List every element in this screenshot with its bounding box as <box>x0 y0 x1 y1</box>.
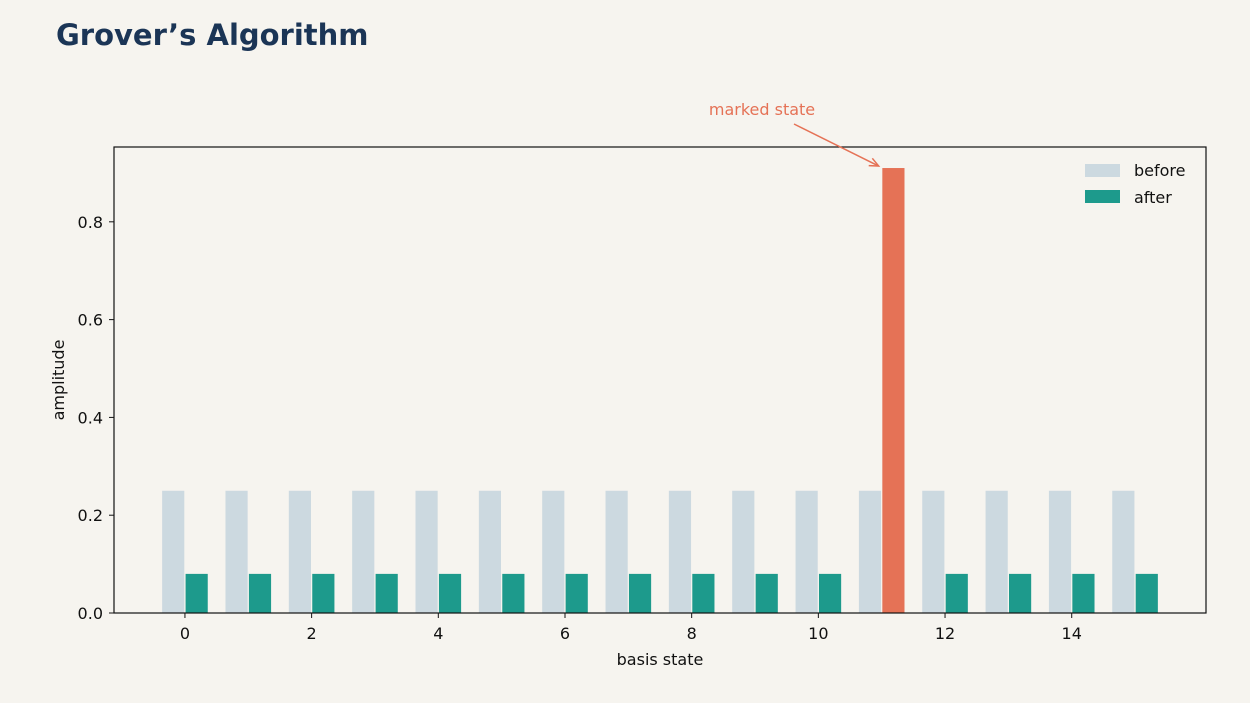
bar-after-7 <box>628 573 652 613</box>
annotation-text: marked state <box>709 100 815 119</box>
y-tick-label: 0.4 <box>78 408 103 427</box>
bar-before-15 <box>1112 490 1135 613</box>
annotation-arrow-head <box>868 157 881 167</box>
bar-before-0 <box>162 490 185 613</box>
bars-layer <box>162 168 1158 613</box>
bar-after-6 <box>565 573 588 613</box>
x-tick-label: 0 <box>180 624 190 643</box>
x-tick-label: 4 <box>433 624 443 643</box>
x-tick-label: 10 <box>808 624 828 643</box>
bar-after-8 <box>692 573 715 613</box>
ticks-layer: 0 2 4 6 8 10 12 14 0.0 0.2 0.4 0.6 0.8 <box>78 213 1082 643</box>
bar-before-10 <box>795 490 818 613</box>
bar-before-8 <box>668 490 692 613</box>
bar-after-12 <box>945 573 968 613</box>
bar-before-12 <box>922 490 945 613</box>
bar-after-14 <box>1072 573 1095 613</box>
y-tick-label: 0.0 <box>78 604 103 623</box>
bar-before-7 <box>605 490 628 613</box>
y-tick-label: 0.6 <box>78 311 103 330</box>
y-tick-label: 0.8 <box>78 213 103 232</box>
legend-swatch-after <box>1085 190 1120 203</box>
bar-after-0 <box>185 573 208 613</box>
bar-after-13 <box>1009 573 1032 613</box>
bar-before-2 <box>288 490 311 613</box>
bar-after-15 <box>1135 573 1158 613</box>
bar-after-5 <box>502 573 525 613</box>
page-title: Grover’s Algorithm <box>56 18 369 52</box>
bar-after-1 <box>248 573 272 613</box>
bar-before-4 <box>415 490 438 613</box>
bar-after-10 <box>818 573 842 613</box>
bar-after-9 <box>755 573 778 613</box>
y-axis-label: amplitude <box>49 340 68 421</box>
y-tick-label: 0.2 <box>78 506 103 525</box>
plot-frame <box>113 146 1207 614</box>
x-tick-label: 2 <box>307 624 317 643</box>
legend-swatch-before <box>1085 164 1120 177</box>
bar-before-6 <box>542 490 565 613</box>
bar-after-2 <box>312 573 335 613</box>
bar-before-3 <box>352 490 375 613</box>
bar-before-5 <box>478 490 502 613</box>
bar-before-9 <box>732 490 755 613</box>
x-tick-label: 6 <box>560 624 570 643</box>
bar-after-3 <box>375 573 398 613</box>
annotation: marked state <box>709 100 881 167</box>
annotation-arrow-line <box>793 123 880 167</box>
legend-label-before: before <box>1134 161 1186 180</box>
x-tick-label: 8 <box>687 624 697 643</box>
bar-after-marked-11 <box>882 168 905 613</box>
x-axis-label: basis state <box>617 650 704 669</box>
legend: before after <box>1085 161 1186 207</box>
bar-before-11 <box>858 490 882 613</box>
x-tick-label: 12 <box>935 624 955 643</box>
bar-before-13 <box>985 490 1008 613</box>
bar-after-4 <box>438 573 462 613</box>
x-tick-label: 14 <box>1062 624 1082 643</box>
legend-label-after: after <box>1134 188 1172 207</box>
bar-before-14 <box>1048 490 1072 613</box>
bar-before-1 <box>225 490 248 613</box>
